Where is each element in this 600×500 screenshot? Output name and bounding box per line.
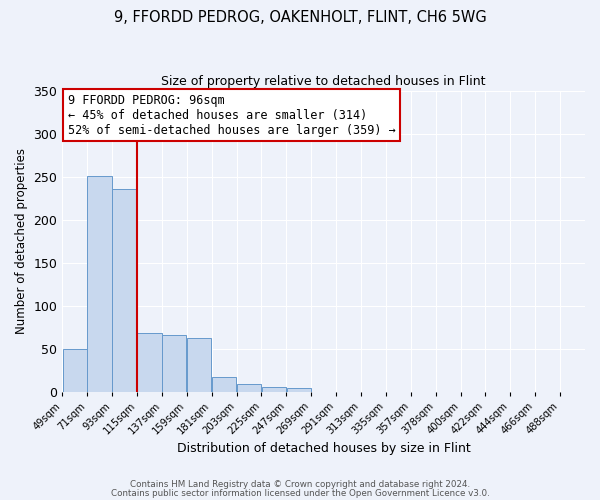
Bar bbox=[237, 384, 261, 392]
Bar bbox=[187, 338, 211, 392]
Bar bbox=[212, 377, 236, 392]
Text: 9 FFORDD PEDROG: 96sqm
← 45% of detached houses are smaller (314)
52% of semi-de: 9 FFORDD PEDROG: 96sqm ← 45% of detached… bbox=[68, 94, 395, 136]
Bar bbox=[62, 349, 87, 392]
Text: Contains HM Land Registry data © Crown copyright and database right 2024.: Contains HM Land Registry data © Crown c… bbox=[130, 480, 470, 489]
Title: Size of property relative to detached houses in Flint: Size of property relative to detached ho… bbox=[161, 75, 486, 88]
Bar bbox=[262, 388, 286, 392]
Text: Contains public sector information licensed under the Open Government Licence v3: Contains public sector information licen… bbox=[110, 488, 490, 498]
Bar bbox=[88, 176, 112, 392]
Text: 9, FFORDD PEDROG, OAKENHOLT, FLINT, CH6 5WG: 9, FFORDD PEDROG, OAKENHOLT, FLINT, CH6 … bbox=[113, 10, 487, 25]
Bar bbox=[112, 188, 137, 392]
Bar bbox=[287, 388, 311, 392]
Bar bbox=[137, 334, 161, 392]
Bar bbox=[162, 335, 187, 392]
Y-axis label: Number of detached properties: Number of detached properties bbox=[15, 148, 28, 334]
X-axis label: Distribution of detached houses by size in Flint: Distribution of detached houses by size … bbox=[177, 442, 470, 455]
